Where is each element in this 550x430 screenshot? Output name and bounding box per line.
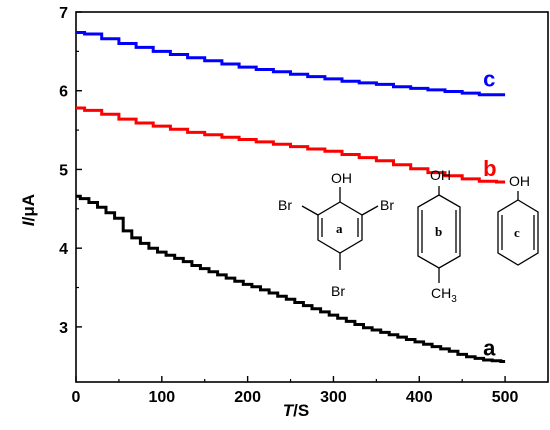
molecule-a bbox=[301, 187, 379, 270]
series-c-line bbox=[76, 31, 506, 97]
x-tick-label: 400 bbox=[406, 389, 433, 406]
molecule-a-oh: OH bbox=[331, 170, 352, 186]
molecule-a-letter: a bbox=[336, 221, 343, 236]
y-tick-label: 5 bbox=[59, 162, 68, 179]
series-layer bbox=[76, 31, 506, 363]
y-tick-label: 6 bbox=[59, 84, 68, 101]
molecule-b-ch3: CH3 bbox=[431, 285, 457, 305]
series-labels: a b c bbox=[483, 67, 496, 361]
molecule-c-oh: OH bbox=[509, 173, 530, 189]
x-axis-title: T/S bbox=[283, 401, 309, 420]
x-tick-label: 300 bbox=[320, 389, 347, 406]
molecule-c bbox=[497, 191, 539, 266]
molecule-a-br-left: Br bbox=[278, 197, 292, 213]
molecule-b-letter: b bbox=[435, 224, 442, 239]
molecule-b-oh: OH bbox=[430, 167, 451, 183]
series-c-label: c bbox=[483, 67, 495, 92]
molecule-a-br-bottom: Br bbox=[331, 283, 345, 299]
y-tick-label: 7 bbox=[59, 5, 68, 22]
series-b-line bbox=[76, 106, 506, 184]
series-b-label: b bbox=[483, 156, 496, 181]
plot-frame bbox=[75, 11, 549, 383]
y-tick-label: 4 bbox=[59, 241, 68, 258]
molecule-c-letter: c bbox=[514, 225, 520, 240]
y-axis-title: I/μA bbox=[19, 194, 38, 226]
molecule-b bbox=[417, 186, 461, 283]
x-tick-label: 100 bbox=[148, 389, 175, 406]
x-tick-label: 0 bbox=[72, 389, 81, 406]
x-tick-label: 200 bbox=[234, 389, 261, 406]
series-a-label: a bbox=[483, 336, 496, 361]
axes: 0 100 200 300 400 500 3 4 5 6 7 bbox=[59, 5, 549, 406]
molecule-c-ring bbox=[497, 199, 539, 266]
molecule-a-br-right: Br bbox=[380, 197, 394, 213]
x-tick-label: 500 bbox=[492, 389, 519, 406]
y-tick-label: 3 bbox=[59, 320, 68, 337]
series-a-line bbox=[76, 194, 506, 363]
